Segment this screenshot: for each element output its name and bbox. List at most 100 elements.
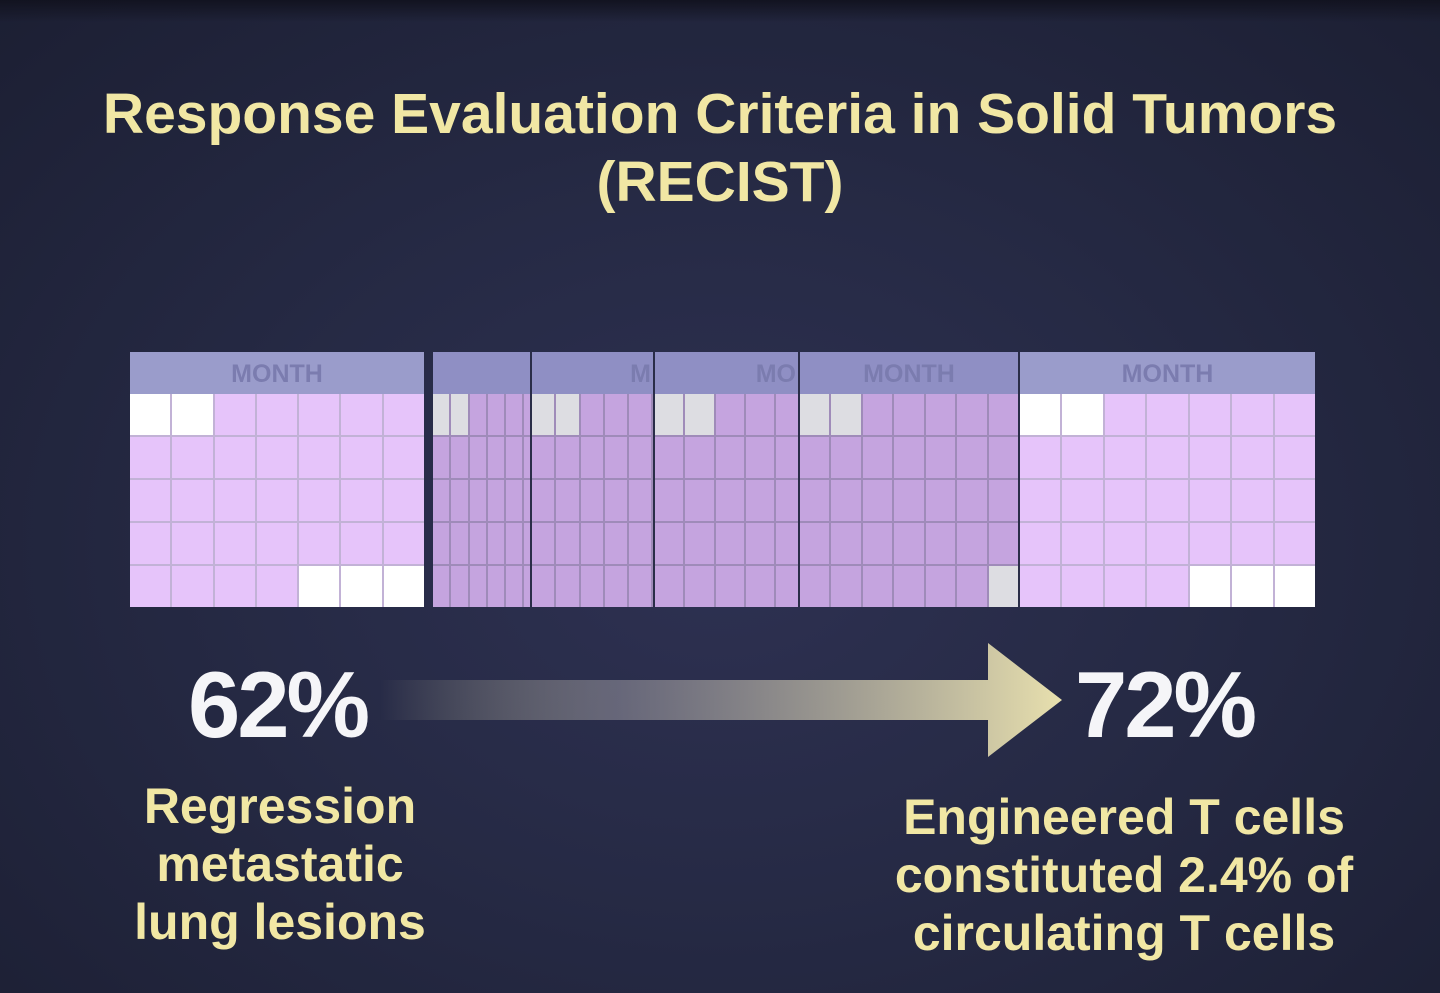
calendar-5-header: MONTH [800, 352, 1018, 394]
calendar-day-cell [341, 437, 382, 478]
calendar-day-cell [1189, 437, 1231, 478]
calendar-day-cell [604, 480, 628, 521]
calendar-day-cell [1189, 480, 1231, 521]
calendar-day-cell [487, 394, 505, 435]
calendar-day-cell [433, 566, 450, 607]
calendar-day-cell [604, 523, 628, 564]
calendar-day-cell [172, 394, 213, 435]
calendar-day-cell [629, 394, 652, 435]
calendar-day-cell [487, 523, 505, 564]
calendar-day-cell [629, 480, 652, 521]
calendar-day-cell [1104, 394, 1146, 435]
calendar-day-cell [469, 566, 486, 607]
calendar-day-cell [862, 523, 893, 564]
calendar-day-cell [341, 523, 382, 564]
calendar-day-cell [556, 523, 579, 564]
calendar-6-header: MONTH [1020, 352, 1315, 394]
calendar-day-cell [532, 394, 555, 435]
calendar-day-cell [172, 480, 213, 521]
calendar-day-cell [862, 566, 893, 607]
calendar-day-cell [1062, 437, 1103, 478]
calendar-day-cell [800, 437, 830, 478]
calendar-day-cell [256, 523, 298, 564]
calendar-day-cell [655, 480, 684, 521]
progress-arrow-icon [380, 643, 1062, 757]
calendar-day-cell [580, 480, 603, 521]
calendar-day-cell [130, 437, 171, 478]
calendar-day-cell [1147, 437, 1188, 478]
calendar-day-cell [1189, 566, 1231, 607]
calendar-day-cell [957, 523, 987, 564]
calendar-day-cell [629, 566, 652, 607]
calendar-day-cell [776, 437, 798, 478]
calendar-day-cell [776, 523, 798, 564]
calendar-day-cell [1104, 480, 1146, 521]
calendar-day-cell [831, 437, 861, 478]
calendar-day-cell [556, 437, 579, 478]
calendar-day-cell [299, 523, 340, 564]
calendar-day-cell [925, 437, 956, 478]
calendar-day-cell [894, 566, 924, 607]
calendar-day-cell [1189, 394, 1231, 435]
calendar-day-cell [655, 394, 684, 435]
calendar-day-cell [383, 437, 424, 478]
calendar-1: MONTH [130, 352, 424, 607]
calendar-day-cell [1232, 437, 1273, 478]
calendar-divider [530, 352, 532, 607]
calendar-day-cell [299, 394, 340, 435]
calendar-day-cell [862, 437, 893, 478]
right-percent: 72% [1075, 652, 1257, 757]
calendar-2-grid [433, 394, 530, 607]
calendar-day-cell [433, 437, 450, 478]
calendar-day-cell [1232, 566, 1273, 607]
calendar-day-cell [655, 523, 684, 564]
calendar-day-cell [988, 480, 1018, 521]
calendar-day-cell [214, 437, 255, 478]
calendar-day-cell [800, 394, 830, 435]
right-caption: Engineered T cells constituted 2.4% of c… [850, 788, 1398, 962]
calendar-day-cell [1104, 523, 1146, 564]
calendar-day-cell [532, 523, 555, 564]
calendar-5: MONTH [800, 352, 1018, 607]
calendar-day-cell [433, 480, 450, 521]
calendar-6: MONTH [1020, 352, 1315, 607]
calendar-day-cell [451, 437, 468, 478]
calendar-day-cell [214, 394, 255, 435]
calendar-day-cell [256, 480, 298, 521]
calendar-day-cell [556, 480, 579, 521]
calendar-day-cell [715, 437, 744, 478]
calendar-day-cell [745, 437, 775, 478]
calendar-3-header: M [532, 352, 653, 394]
calendar-day-cell [745, 394, 775, 435]
title-line-1: Response Evaluation Criteria in Solid Tu… [102, 82, 1338, 146]
calendar-3: M [532, 352, 653, 607]
calendar-day-cell [745, 523, 775, 564]
calendar-day-cell [745, 480, 775, 521]
calendar-day-cell [957, 437, 987, 478]
calendar-divider [1018, 352, 1020, 607]
left-caption-line: lung lesions [134, 894, 426, 950]
right-caption-line: circulating T cells [912, 905, 1336, 961]
calendar-day-cell [1020, 394, 1061, 435]
calendar-day-cell [487, 480, 505, 521]
calendar-day-cell [580, 523, 603, 564]
right-caption-line: constituted 2.4% of [894, 847, 1354, 903]
calendar-day-cell [685, 394, 714, 435]
calendar-day-cell [130, 480, 171, 521]
calendar-day-cell [685, 437, 714, 478]
calendar-day-cell [685, 523, 714, 564]
calendar-day-cell [172, 437, 213, 478]
calendar-day-cell [299, 480, 340, 521]
calendar-day-cell [256, 394, 298, 435]
calendar-day-cell [925, 480, 956, 521]
calendar-day-cell [655, 437, 684, 478]
calendar-day-cell [862, 480, 893, 521]
title-line-2: (RECIST) [596, 150, 844, 214]
calendar-day-cell [469, 480, 486, 521]
calendar-day-cell [1104, 566, 1146, 607]
calendar-day-cell [1274, 480, 1315, 521]
calendar-day-cell [957, 480, 987, 521]
calendar-day-cell [451, 480, 468, 521]
calendar-day-cell [776, 394, 798, 435]
calendar-day-cell [451, 566, 468, 607]
